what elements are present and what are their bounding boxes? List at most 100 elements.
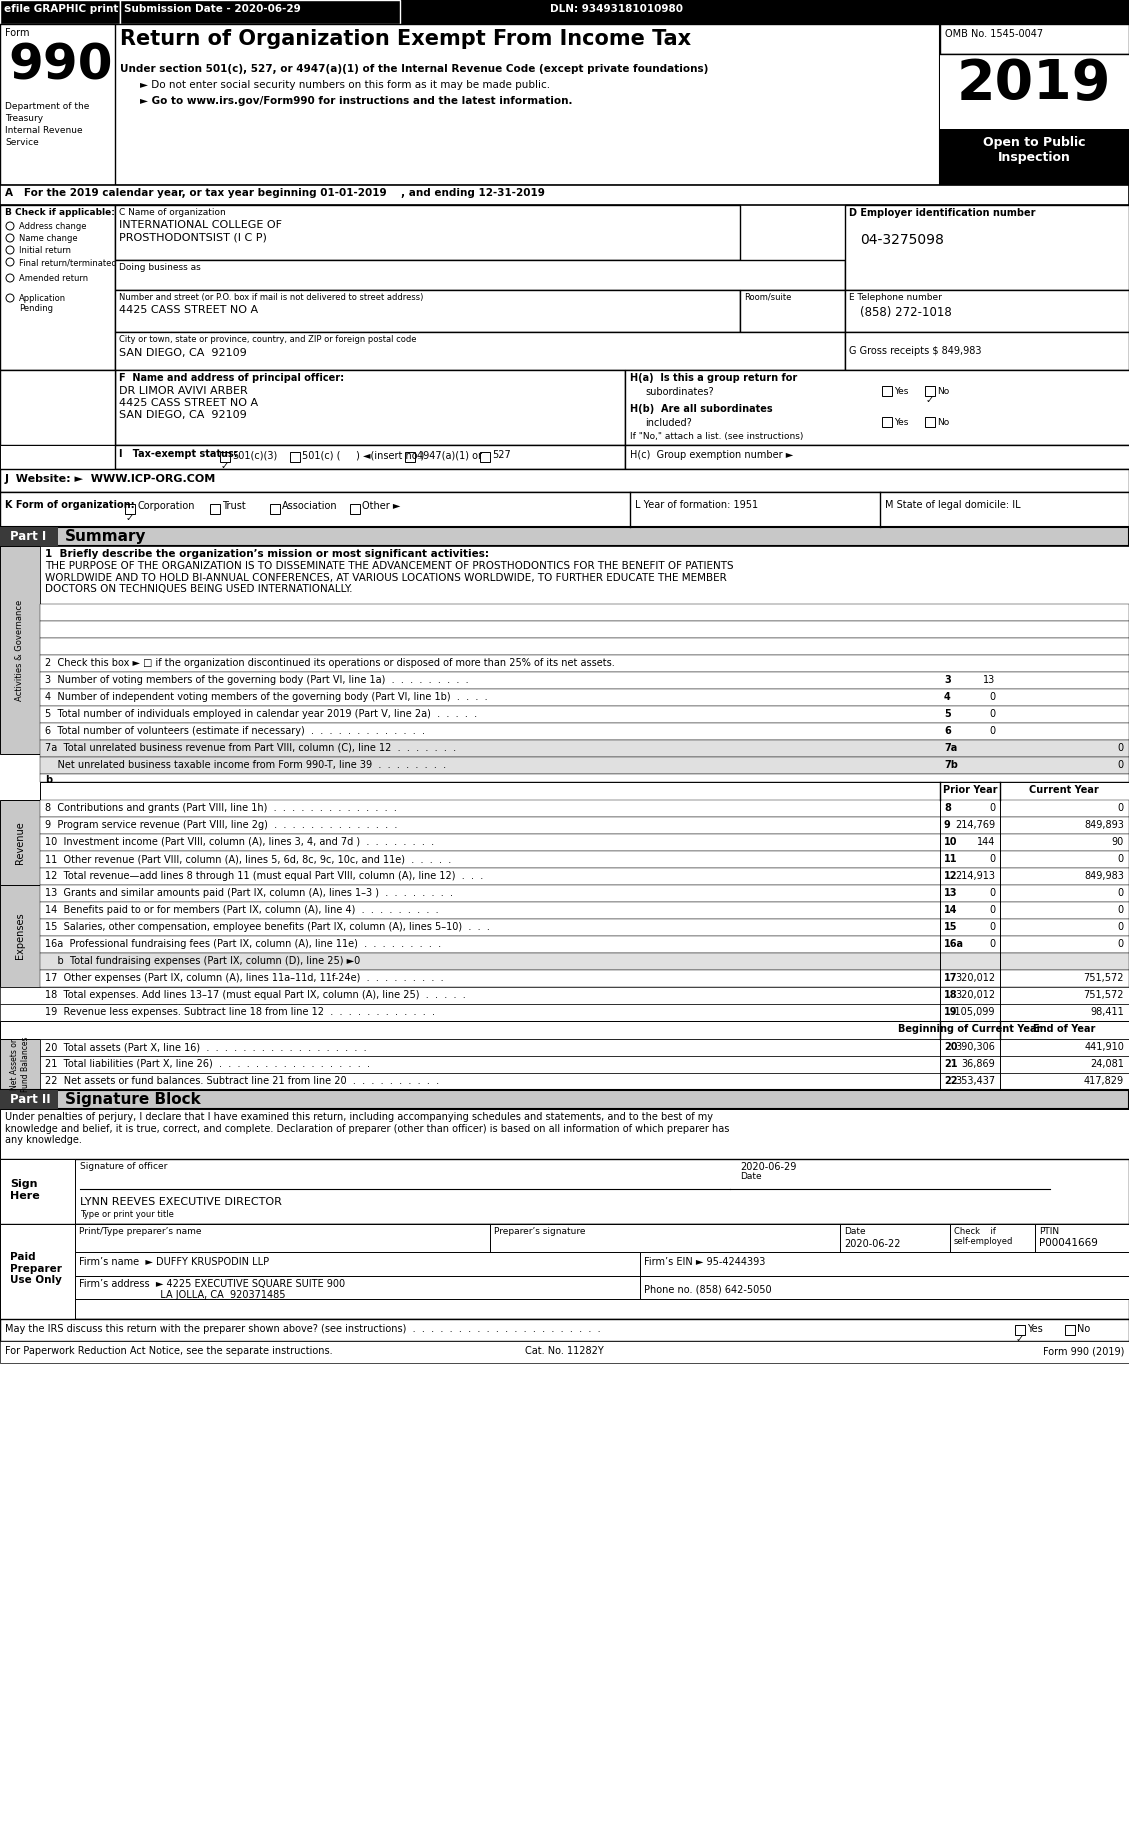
Text: Firm’s EIN ► 95-4244393: Firm’s EIN ► 95-4244393: [644, 1257, 765, 1266]
Bar: [75, 1224, 490, 1251]
Text: Yes: Yes: [894, 418, 909, 428]
Text: 320,012: 320,012: [955, 974, 995, 983]
Bar: [40, 868, 1129, 884]
Text: ✓: ✓: [221, 460, 229, 471]
Text: 6  Total number of volunteers (estimate if necessary)  .  .  .  .  .  .  .  .  .: 6 Total number of volunteers (estimate i…: [45, 725, 425, 736]
Text: THE PURPOSE OF THE ORGANIZATION IS TO DISSEMINATE THE ADVANCEMENT OF PROSTHODONT: THE PURPOSE OF THE ORGANIZATION IS TO DI…: [45, 561, 734, 594]
Text: 17  Other expenses (Part IX, column (A), lines 11a–11d, 11f-24e)  .  .  .  .  . : 17 Other expenses (Part IX, column (A), …: [45, 974, 444, 983]
Text: End of Year: End of Year: [1033, 1023, 1095, 1034]
Bar: [0, 987, 1129, 1005]
Text: ✓: ✓: [126, 513, 134, 523]
Text: 6: 6: [944, 725, 951, 736]
Bar: [0, 24, 115, 185]
Text: 19: 19: [944, 1007, 957, 1018]
Bar: [0, 1091, 1129, 1109]
Text: Cat. No. 11282Y: Cat. No. 11282Y: [525, 1346, 603, 1356]
Text: 0: 0: [989, 904, 995, 915]
Text: 5  Total number of individuals employed in calendar year 2019 (Part V, line 2a) : 5 Total number of individuals employed i…: [45, 709, 478, 720]
Bar: [0, 526, 58, 546]
Bar: [40, 621, 1129, 638]
Text: Paid
Preparer
Use Only: Paid Preparer Use Only: [10, 1251, 62, 1284]
Bar: [640, 1275, 1129, 1299]
Text: 751,572: 751,572: [1084, 990, 1124, 999]
Bar: [40, 546, 1129, 605]
Text: 15: 15: [944, 923, 957, 932]
Bar: [844, 290, 1129, 333]
Text: Expenses: Expenses: [15, 914, 25, 959]
Bar: [1015, 1325, 1025, 1336]
Bar: [115, 205, 739, 259]
Text: 14: 14: [944, 904, 957, 915]
Bar: [0, 1224, 75, 1319]
Text: No: No: [1077, 1325, 1091, 1334]
Bar: [40, 740, 1129, 756]
Text: Department of the: Department of the: [5, 102, 89, 111]
Bar: [480, 451, 490, 462]
Bar: [640, 1251, 1129, 1275]
Bar: [290, 451, 300, 462]
Bar: [949, 1224, 1035, 1251]
Bar: [40, 1072, 1129, 1091]
Text: D Employer identification number: D Employer identification number: [849, 208, 1035, 217]
Text: SAN DIEGO, CA  92109: SAN DIEGO, CA 92109: [119, 409, 247, 420]
Text: Open to Public: Open to Public: [982, 135, 1085, 150]
Text: Application
Pending: Application Pending: [19, 294, 67, 314]
Bar: [882, 417, 892, 428]
Bar: [40, 705, 1129, 723]
Text: Summary: Summary: [65, 530, 147, 544]
Text: subordinates?: subordinates?: [645, 387, 714, 396]
Text: Date: Date: [739, 1171, 762, 1180]
Bar: [40, 775, 1129, 782]
Text: Check    if: Check if: [954, 1228, 996, 1237]
Bar: [40, 672, 1129, 689]
Text: Other ►: Other ►: [362, 501, 401, 512]
Text: 527: 527: [492, 449, 510, 460]
Bar: [940, 24, 1129, 55]
Bar: [75, 1275, 640, 1299]
Text: 0: 0: [1118, 939, 1124, 948]
Text: Firm’s name  ► DUFFY KRUSPODIN LLP: Firm’s name ► DUFFY KRUSPODIN LLP: [79, 1257, 269, 1266]
Bar: [405, 451, 415, 462]
Text: LYNN REEVES EXECUTIVE DIRECTOR: LYNN REEVES EXECUTIVE DIRECTOR: [80, 1197, 282, 1208]
Text: 8: 8: [944, 804, 951, 813]
Bar: [0, 491, 1129, 526]
Text: H(a)  Is this a group return for: H(a) Is this a group return for: [630, 373, 797, 384]
Text: 12  Total revenue—add lines 8 through 11 (must equal Part VIII, column (A), line: 12 Total revenue—add lines 8 through 11 …: [45, 871, 483, 881]
Bar: [625, 371, 1129, 446]
Text: 2019: 2019: [956, 57, 1111, 111]
Text: 4947(a)(1) or: 4947(a)(1) or: [417, 449, 482, 460]
Bar: [882, 385, 892, 396]
Bar: [940, 130, 1129, 185]
Text: 2020-06-22: 2020-06-22: [844, 1239, 901, 1250]
Bar: [40, 1056, 1129, 1072]
Text: 04-3275098: 04-3275098: [860, 234, 944, 247]
Bar: [0, 205, 115, 371]
Text: Form: Form: [5, 27, 29, 38]
Text: 214,769: 214,769: [955, 820, 995, 829]
Text: 20  Total assets (Part X, line 16)  .  .  .  .  .  .  .  .  .  .  .  .  .  .  . : 20 Total assets (Part X, line 16) . . . …: [45, 1041, 367, 1052]
Text: Date: Date: [844, 1228, 866, 1237]
Bar: [0, 446, 115, 470]
Text: LA JOLLA, CA  920371485: LA JOLLA, CA 920371485: [79, 1290, 286, 1301]
Text: 19  Revenue less expenses. Subtract line 18 from line 12  .  .  .  .  .  .  .  .: 19 Revenue less expenses. Subtract line …: [45, 1007, 435, 1018]
Text: 4425 CASS STREET NO A: 4425 CASS STREET NO A: [119, 398, 259, 407]
Text: Yes: Yes: [894, 387, 909, 396]
Text: 0: 0: [1118, 744, 1124, 753]
Bar: [115, 259, 844, 290]
Text: Current Year: Current Year: [1030, 786, 1099, 795]
Bar: [40, 782, 1129, 800]
Text: Firm’s address  ► 4225 EXECUTIVE SQUARE SUITE 900: Firm’s address ► 4225 EXECUTIVE SQUARE S…: [79, 1279, 345, 1290]
Bar: [0, 884, 40, 987]
Text: G Gross receipts $ 849,983: G Gross receipts $ 849,983: [849, 345, 981, 356]
Text: SAN DIEGO, CA  92109: SAN DIEGO, CA 92109: [119, 347, 247, 358]
Text: Name change: Name change: [19, 234, 78, 243]
Bar: [40, 851, 1129, 868]
Bar: [40, 935, 1129, 954]
Text: 13: 13: [982, 674, 995, 685]
Text: K Form of organization:: K Form of organization:: [5, 501, 134, 510]
Bar: [210, 504, 220, 513]
Text: 501(c)(3): 501(c)(3): [231, 449, 278, 460]
Text: PROSTHODONTSIST (I C P): PROSTHODONTSIST (I C P): [119, 232, 266, 241]
Bar: [1035, 1224, 1129, 1251]
Bar: [0, 185, 1129, 205]
